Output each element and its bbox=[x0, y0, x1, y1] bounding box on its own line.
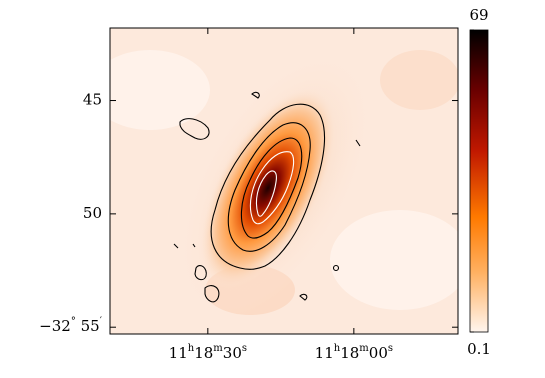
colorbar-label: 0.1 bbox=[467, 340, 491, 358]
sky-image bbox=[110, 28, 458, 334]
x-tick-label: 11h18m00s bbox=[315, 343, 393, 363]
y-tick-label: −32° 55′ bbox=[39, 316, 103, 336]
plot-frame bbox=[109, 27, 459, 335]
contours bbox=[173, 91, 361, 303]
y-tick-label: 50 bbox=[83, 204, 102, 222]
x-tick-label: 11h18m30s bbox=[169, 343, 247, 363]
colorbar bbox=[469, 29, 489, 333]
colorbar-label: 69 bbox=[469, 6, 488, 24]
y-tick-label: 45 bbox=[83, 91, 102, 109]
